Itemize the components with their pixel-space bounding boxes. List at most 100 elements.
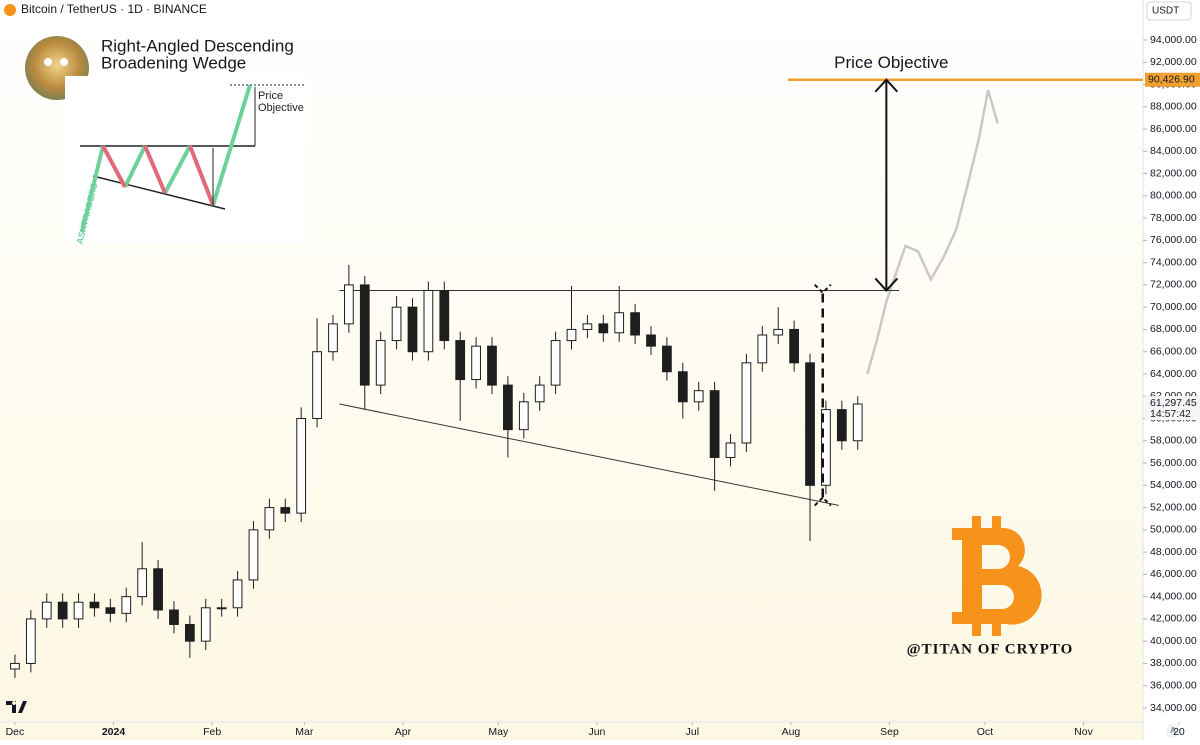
inset-zig bbox=[211, 84, 252, 206]
inset-zig bbox=[188, 145, 215, 206]
y-tick-label: 74,000.00 bbox=[1150, 256, 1197, 268]
y-tick-label: 34,000.00 bbox=[1150, 702, 1197, 714]
candle-body bbox=[582, 323, 593, 330]
x-tick-label: Feb bbox=[203, 726, 221, 738]
inset-bg bbox=[65, 76, 308, 244]
auto-label[interactable]: A bbox=[1170, 726, 1176, 735]
candle-body bbox=[375, 340, 386, 386]
title-line: Right-Angled Descending bbox=[101, 36, 294, 55]
candle-body bbox=[10, 662, 20, 670]
inset-line bbox=[92, 175, 226, 210]
y-tick-label: 66,000.00 bbox=[1150, 345, 1197, 357]
y-tick-label: 38,000.00 bbox=[1150, 657, 1197, 669]
y-tick-label: 36,000.00 bbox=[1150, 679, 1197, 691]
inset-zig bbox=[143, 145, 167, 194]
candle-body bbox=[264, 507, 275, 531]
x-tick-label: Jul bbox=[686, 726, 699, 738]
candle-body bbox=[630, 312, 640, 336]
candle-body bbox=[487, 345, 497, 386]
y-tick-label: 80,000.00 bbox=[1150, 190, 1197, 202]
candle-body bbox=[423, 289, 434, 353]
candle-body bbox=[725, 442, 736, 458]
x-tick-label: Dec bbox=[6, 726, 25, 738]
candle-body bbox=[200, 607, 211, 642]
candle-body bbox=[232, 579, 243, 609]
y-tick-label: 92,000.00 bbox=[1150, 56, 1197, 68]
auto-button[interactable] bbox=[1166, 724, 1180, 738]
last-price-bg bbox=[1145, 396, 1200, 421]
symbol-icon bbox=[4, 4, 16, 16]
candle-body bbox=[598, 323, 609, 334]
candle-body bbox=[121, 596, 132, 614]
x-tick-label: Aug bbox=[782, 726, 801, 738]
candle-body bbox=[550, 340, 561, 386]
y-tick-label: 44,000.00 bbox=[1150, 590, 1197, 602]
inset: Price Objective ASKTRADERS bbox=[65, 76, 308, 245]
target-label-bg bbox=[1145, 72, 1200, 87]
inset-zig bbox=[123, 145, 147, 188]
inset-label: Price bbox=[258, 90, 283, 102]
candle-body bbox=[614, 312, 625, 334]
inset-zig bbox=[80, 145, 105, 233]
inset-zig bbox=[163, 145, 192, 194]
x-tick-label: Oct bbox=[977, 726, 993, 738]
candle-body bbox=[184, 623, 195, 642]
y-tick-label: 48,000.00 bbox=[1150, 546, 1197, 558]
y-tick-label: 40,000.00 bbox=[1150, 635, 1197, 647]
title-line: Broadening Wedge bbox=[101, 53, 246, 72]
candle-body bbox=[280, 507, 291, 514]
watermark: @TITAN OF CRYPTO bbox=[907, 641, 1074, 657]
candle-body bbox=[741, 362, 752, 444]
candle-body bbox=[534, 384, 545, 403]
candle-body bbox=[296, 418, 307, 514]
candle-body bbox=[757, 334, 768, 364]
y-tick-label: 76,000.00 bbox=[1150, 234, 1197, 246]
candle-body bbox=[439, 289, 450, 342]
y-tick-label: 42,000.00 bbox=[1150, 613, 1197, 625]
candle-body bbox=[216, 607, 227, 610]
countdown: 14:57:42 bbox=[1150, 408, 1191, 420]
swing-arrowhead bbox=[814, 283, 832, 295]
candle-body bbox=[137, 568, 148, 598]
candle-body bbox=[471, 345, 481, 381]
y-tick-label: 56,000.00 bbox=[1150, 457, 1197, 469]
symbol: Bitcoin / TetherUS · 1D · BINANCE bbox=[21, 2, 207, 16]
currency[interactable]: USDT bbox=[1152, 6, 1179, 17]
y-tick-label: 52,000.00 bbox=[1150, 501, 1197, 513]
objective-label: Price Objective bbox=[834, 53, 948, 72]
candle-body bbox=[344, 284, 354, 325]
y-tick-label: 70,000.00 bbox=[1150, 301, 1197, 313]
y-tick-label: 86,000.00 bbox=[1150, 123, 1197, 135]
currency-box[interactable] bbox=[1146, 1, 1192, 21]
candle-body bbox=[805, 362, 815, 486]
candle-body bbox=[662, 345, 672, 373]
candle-body bbox=[105, 607, 116, 614]
tv-logo bbox=[6, 701, 27, 713]
x-tick-label: Sep bbox=[880, 726, 899, 738]
candle-body bbox=[773, 328, 784, 336]
y-tick-label: 94,000.00 bbox=[1150, 34, 1197, 46]
y-tick-label: 84,000.00 bbox=[1150, 145, 1197, 157]
x-tick-label: May bbox=[488, 726, 509, 738]
candle-body bbox=[693, 390, 704, 403]
candle-body bbox=[518, 401, 529, 431]
candle-body bbox=[41, 601, 52, 620]
candle-body bbox=[169, 609, 179, 625]
y-tick-label: 54,000.00 bbox=[1150, 479, 1197, 491]
y-tick-label: 72,000.00 bbox=[1150, 279, 1197, 291]
price-axis bbox=[1143, 0, 1200, 740]
y-tick-label: 46,000.00 bbox=[1150, 568, 1197, 580]
y-tick-label: 58,000.00 bbox=[1150, 435, 1197, 447]
candle-body bbox=[328, 323, 338, 353]
y-tick-label: 78,000.00 bbox=[1150, 212, 1197, 224]
y-tick-label: 68,000.00 bbox=[1150, 323, 1197, 335]
candle-body bbox=[407, 306, 418, 353]
candle-body bbox=[789, 328, 799, 364]
avatar-eye bbox=[60, 58, 68, 66]
inset-zig bbox=[101, 145, 127, 188]
candle-body bbox=[677, 371, 688, 403]
candle-body bbox=[57, 601, 68, 620]
candle-body bbox=[359, 284, 370, 386]
objective-arrowhead bbox=[874, 277, 899, 292]
